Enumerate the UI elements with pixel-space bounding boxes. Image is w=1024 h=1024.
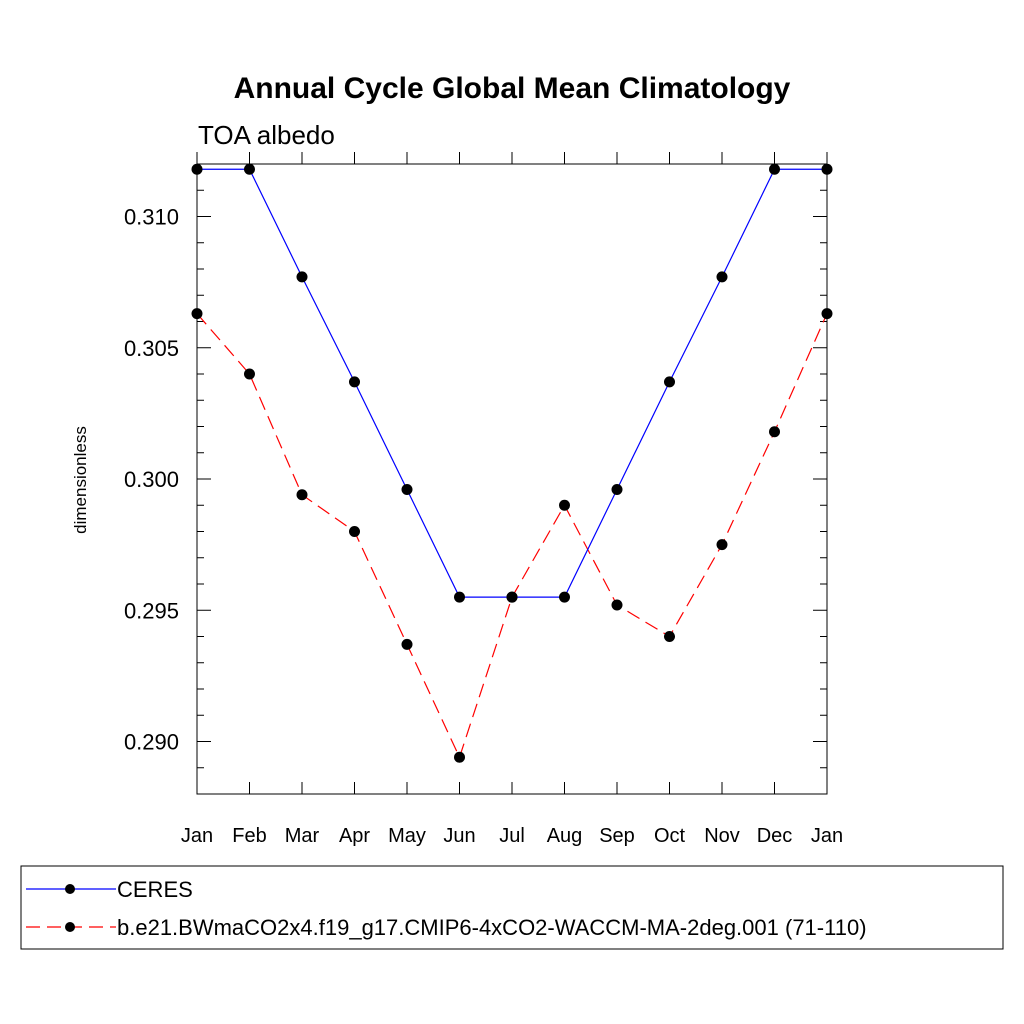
plot-area: 0.290 0.295 0.300 0.305 0.310 Jan Feb Mar Apr May… [124, 152, 843, 847]
data-point-ceres [664, 376, 675, 388]
y-axis-label: dimensionless [71, 426, 90, 534]
data-point-ceres [349, 376, 360, 388]
data-point-model [244, 368, 255, 380]
data-point-model [401, 638, 413, 650]
y-tick-label: 0.290 [124, 730, 179, 755]
data-point-model [296, 489, 308, 501]
plot-frame [196, 163, 828, 795]
legend-frame [20, 865, 1004, 950]
legend: CERES b.e21.BWmaCO2x4.f19_g17.CMIP6-4xCO… [20, 865, 1004, 950]
x-tick-label: Jan [811, 825, 843, 847]
data-point-model [454, 751, 465, 763]
data-point-model [349, 526, 360, 537]
x-tick-label: Jul [499, 825, 525, 847]
x-tick-label: Nov [704, 825, 740, 847]
legend-label-ceres: CERES [117, 877, 193, 902]
data-point-ceres [296, 271, 308, 283]
x-tick-label: Jun [443, 825, 475, 847]
x-tick-label: Jan [181, 825, 213, 847]
series-line-ceres [197, 168, 827, 598]
x-tick-label: Apr [339, 825, 370, 847]
data-point-model [611, 599, 623, 611]
x-tick-label: May [388, 825, 426, 847]
data-point-model [716, 539, 728, 551]
data-point-ceres [244, 163, 255, 175]
data-point-ceres [821, 163, 833, 175]
data-point-model [769, 426, 780, 438]
data-point-ceres [611, 484, 623, 495]
data-point-ceres [716, 271, 728, 283]
chart-title: Annual Cycle Global Mean Climatology [234, 72, 791, 105]
y-tick-label: 0.295 [124, 598, 179, 623]
legend-label-model: b.e21.BWmaCO2x4.f19_g17.CMIP6-4xCO2-WACC… [117, 915, 867, 940]
data-point-ceres [401, 484, 413, 495]
series-line-model [196, 313, 828, 759]
y-tick-label: 0.300 [124, 467, 179, 492]
y-tick-label: 0.310 [124, 205, 179, 230]
x-tick-label: Aug [547, 825, 583, 847]
data-point-model [664, 631, 675, 642]
data-point-model [191, 308, 203, 320]
data-point-ceres [769, 163, 780, 175]
x-tick-label: Dec [757, 825, 793, 847]
y-tick-label: 0.305 [124, 336, 179, 361]
legend-marker-ceres [65, 884, 75, 894]
data-point-ceres [454, 591, 465, 603]
data-point-ceres [559, 591, 570, 603]
legend-marker-model [65, 922, 75, 932]
x-tick-label: Oct [654, 825, 686, 847]
x-tick-label: Feb [232, 825, 266, 847]
data-point-model [559, 499, 570, 511]
data-point-ceres [191, 163, 203, 175]
chart-subtitle: TOA albedo [198, 120, 335, 150]
x-tick-label: Mar [285, 825, 320, 847]
data-point-ceres [506, 591, 518, 603]
x-tick-label: Sep [599, 825, 635, 847]
data-point-model [821, 308, 833, 320]
